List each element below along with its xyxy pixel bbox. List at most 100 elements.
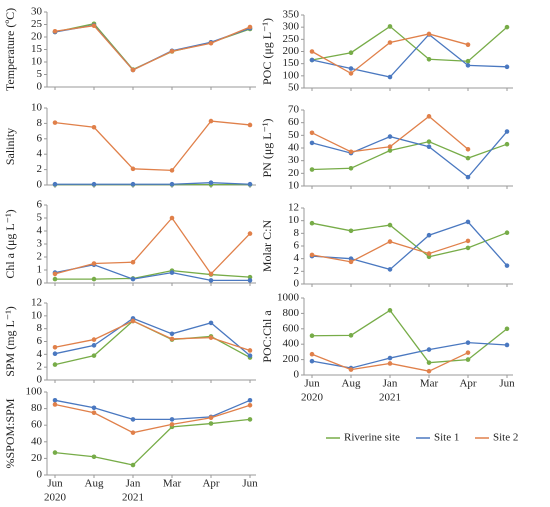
- y-tick-label: 0: [37, 179, 43, 191]
- data-point: [91, 343, 97, 348]
- x-tick-label: Mar: [420, 378, 439, 390]
- data-point: [169, 331, 175, 337]
- series-line: [55, 182, 251, 185]
- data-point: [169, 215, 175, 221]
- series-line: [54, 403, 251, 434]
- data-point: [208, 415, 214, 421]
- data-point: [309, 49, 315, 54]
- data-point: [348, 50, 354, 56]
- legend-label: Site 2: [493, 432, 518, 444]
- series-line: [311, 131, 508, 179]
- data-point: [208, 335, 214, 340]
- data-point: [387, 148, 393, 153]
- y-tick-label: 40: [288, 142, 300, 154]
- data-point: [309, 333, 315, 339]
- y-axis-label: Salinity: [3, 128, 17, 165]
- series-line: [54, 25, 251, 71]
- data-point: [387, 222, 393, 228]
- y-tick-label: 15: [31, 43, 43, 55]
- data-point: [426, 254, 432, 260]
- data-point: [309, 358, 315, 364]
- data-point: [247, 24, 253, 30]
- series-line: [311, 140, 508, 171]
- y-tick-label: 0: [294, 369, 300, 381]
- x-tick-label: Mar: [163, 478, 182, 490]
- data-point: [130, 166, 136, 172]
- x-tick-label: Jan: [383, 378, 398, 390]
- data-point: [465, 58, 471, 64]
- x-tick-label: Aug: [85, 478, 104, 490]
- data-point: [309, 130, 315, 136]
- data-point: [169, 168, 175, 173]
- series-line: [54, 216, 251, 275]
- data-point: [387, 267, 393, 272]
- year-label: 2020: [44, 492, 67, 504]
- y-tick-label: 10: [288, 180, 300, 192]
- data-point: [130, 430, 136, 435]
- y-tick-label: 80: [31, 402, 43, 414]
- data-point: [504, 342, 510, 348]
- data-point: [426, 232, 432, 238]
- x-tick-label: Jan: [126, 478, 141, 490]
- data-point: [91, 410, 97, 416]
- y-tick-label: 50: [288, 129, 300, 141]
- data-point: [348, 165, 354, 171]
- data-point: [387, 24, 393, 29]
- y-tick-label: 12: [288, 202, 299, 214]
- y-tick-label: 8: [37, 117, 43, 129]
- x-tick-label: Aug: [342, 378, 361, 390]
- series-line: [311, 222, 508, 258]
- data-point: [52, 271, 58, 277]
- legend-label: Site 1: [434, 432, 459, 444]
- data-point: [309, 351, 315, 357]
- data-point: [208, 180, 214, 185]
- y-tick-label: 4: [37, 225, 43, 237]
- data-point: [91, 337, 97, 342]
- y-tick-label: 2: [294, 265, 300, 277]
- data-point: [387, 239, 393, 244]
- data-point: [387, 74, 393, 80]
- y-tick-label: 150: [283, 57, 300, 69]
- y-tick-label: 6: [37, 335, 43, 347]
- legend-label: Riverine site: [344, 432, 400, 444]
- y-tick-label: 0: [37, 277, 43, 289]
- data-point: [309, 57, 315, 63]
- data-point: [504, 141, 510, 147]
- data-point: [504, 129, 510, 134]
- data-point: [504, 24, 510, 30]
- y-tick-label: 20: [31, 452, 43, 464]
- year-label: 2021: [122, 492, 144, 504]
- series-line: [311, 342, 508, 369]
- data-point: [91, 261, 97, 266]
- data-point: [52, 398, 58, 403]
- y-tick-label: 2: [37, 251, 43, 263]
- y-tick-label: 8: [37, 322, 43, 334]
- data-point: [169, 417, 175, 422]
- y-tick-label: 2: [37, 361, 43, 373]
- data-point: [208, 40, 214, 46]
- data-point: [387, 361, 393, 366]
- data-point: [91, 23, 97, 29]
- x-tick-label: Jun: [499, 378, 515, 390]
- data-point: [309, 220, 315, 226]
- data-point: [247, 402, 253, 408]
- data-point: [247, 353, 253, 358]
- data-point: [348, 228, 354, 234]
- data-point: [426, 368, 432, 374]
- data-point: [426, 360, 432, 365]
- data-point: [52, 450, 58, 455]
- data-point: [91, 181, 97, 187]
- y-tick-label: 30: [288, 154, 300, 166]
- y-axis-label: POC (μg L⁻¹): [260, 18, 274, 85]
- series-line: [311, 33, 469, 75]
- y-tick-label: 40: [31, 435, 43, 447]
- y-tick-label: 4: [294, 252, 300, 264]
- y-tick-label: 10: [288, 214, 300, 226]
- data-point: [426, 347, 432, 352]
- data-point: [247, 181, 253, 187]
- data-point: [91, 454, 97, 460]
- series-line: [54, 24, 251, 71]
- data-point: [169, 270, 175, 275]
- data-point: [465, 63, 471, 68]
- y-tick-label: 6: [37, 199, 43, 211]
